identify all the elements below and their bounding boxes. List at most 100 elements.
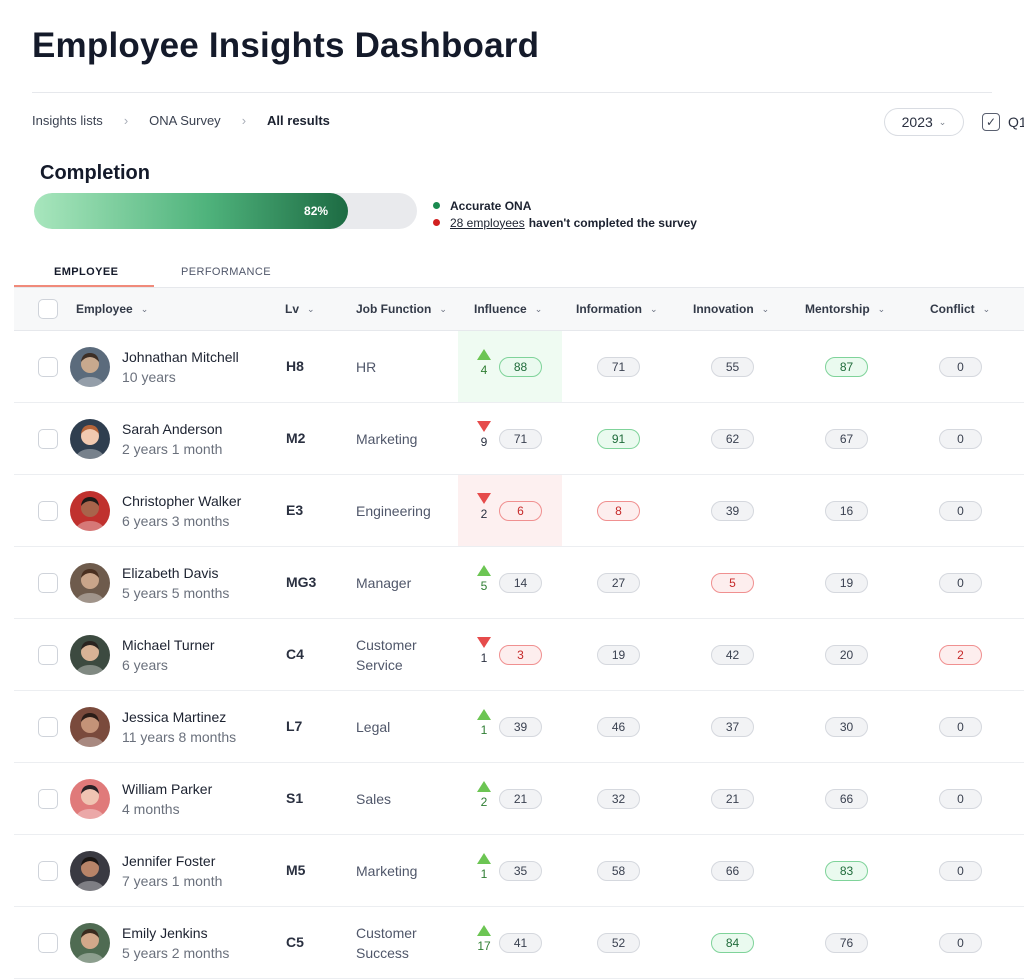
avatar xyxy=(70,635,110,675)
avatar xyxy=(70,491,110,531)
mentorship-score-badge: 30 xyxy=(825,717,868,737)
trend-change-value: 4 xyxy=(480,363,488,377)
innovation-score-badge: 5 xyxy=(711,573,754,593)
information-score-badge: 71 xyxy=(597,357,640,377)
employee-tenure: 10 years xyxy=(122,369,176,385)
legend-accurate: Accurate ONA xyxy=(433,197,697,214)
employee-level: E3 xyxy=(286,502,304,518)
select-all-checkbox[interactable] xyxy=(38,299,58,319)
influence-trend: 4 xyxy=(474,349,494,377)
influence-score-badge: 71 xyxy=(499,429,542,449)
employee-name[interactable]: Sarah Anderson xyxy=(122,421,223,437)
trend-up-icon xyxy=(477,781,491,792)
mentorship-score-badge: 83 xyxy=(825,861,868,881)
influence-trend: 1 xyxy=(474,709,494,737)
quarter-checkbox[interactable]: ✓ xyxy=(982,113,1000,131)
job-function: Customer Success xyxy=(356,925,417,961)
column-header-information[interactable]: Information ⌄ xyxy=(576,302,658,316)
table-header: Employee ⌄ Lv ⌄ Job Function ⌄ Influence ⌄ I… xyxy=(14,288,1024,331)
completion-percent: 82% xyxy=(304,204,329,218)
table-row[interactable]: Elizabeth Davis 5 years 5 months MG3 Manage… xyxy=(14,547,1024,619)
trend-change-value: 1 xyxy=(480,723,488,737)
trend-change-value: 2 xyxy=(480,795,488,809)
table-row[interactable]: Jennifer Foster 7 years 1 month M5 Marketin… xyxy=(14,835,1024,907)
row-checkbox[interactable] xyxy=(38,429,58,449)
employee-name[interactable]: William Parker xyxy=(122,781,213,797)
table-row[interactable]: Emily Jenkins 5 years 2 months C5 Customer … xyxy=(14,907,1024,979)
year-select-value: 2023 xyxy=(901,114,933,130)
employee-level: M2 xyxy=(286,430,306,446)
tab-performance[interactable]: PERFORMANCE xyxy=(181,266,271,278)
employee-name[interactable]: Jessica Martinez xyxy=(122,709,227,725)
column-header-innovation[interactable]: Innovation ⌄ xyxy=(693,302,769,316)
column-header-employee[interactable]: Employee ⌄ xyxy=(76,302,148,316)
column-header-lv[interactable]: Lv ⌄ xyxy=(285,302,315,316)
trend-change-value: 9 xyxy=(480,435,488,449)
chevron-down-icon: ⌄ xyxy=(534,303,543,314)
employee-name[interactable]: Christopher Walker xyxy=(122,493,242,509)
innovation-score-badge: 66 xyxy=(711,861,754,881)
employee-name[interactable]: Elizabeth Davis xyxy=(122,565,219,581)
employee-name[interactable]: Johnathan Mitchell xyxy=(122,349,239,365)
table-row[interactable]: Johnathan Mitchell 10 years H8 HR 4 88 71 55 87 0 xyxy=(14,331,1024,403)
incomplete-employees-link[interactable]: 28 employees xyxy=(450,215,525,230)
breadcrumb-ona-survey[interactable]: ONA Survey xyxy=(149,113,221,128)
breadcrumb-insights-lists[interactable]: Insights lists xyxy=(32,113,103,128)
column-header-influence[interactable]: Influence ⌄ xyxy=(474,302,542,316)
information-score-badge: 46 xyxy=(597,717,640,737)
employee-tenure: 11 years 8 months xyxy=(122,729,237,745)
influence-score-badge: 6 xyxy=(499,501,542,521)
mentorship-score-badge: 67 xyxy=(825,429,868,449)
green-dot-icon xyxy=(433,202,440,209)
breadcrumb-all-results: All results xyxy=(267,113,330,128)
avatar xyxy=(70,707,110,747)
avatar xyxy=(70,563,110,603)
column-header-mentorship[interactable]: Mentorship ⌄ xyxy=(805,302,885,316)
view-tabs: EMPLOYEE PERFORMANCE xyxy=(14,263,1024,288)
table-row[interactable]: Christopher Walker 6 years 3 months E3 Engi… xyxy=(14,475,1024,547)
column-header-label: Innovation xyxy=(693,302,754,316)
employee-name[interactable]: Michael Turner xyxy=(122,637,215,653)
employee-name[interactable]: Jennifer Foster xyxy=(122,853,216,869)
table-row[interactable]: William Parker 4 months S1 Sales 2 21 32 21 66 0 xyxy=(14,763,1024,835)
column-header-job-function[interactable]: Job Function ⌄ xyxy=(356,302,447,316)
job-function: Marketing xyxy=(356,431,418,447)
information-score-badge: 27 xyxy=(597,573,640,593)
row-checkbox[interactable] xyxy=(38,861,58,881)
employee-name[interactable]: Emily Jenkins xyxy=(122,925,208,941)
conflict-score-badge: 0 xyxy=(939,861,982,881)
row-checkbox[interactable] xyxy=(38,789,58,809)
mentorship-score-badge: 19 xyxy=(825,573,868,593)
employee-tenure: 5 years 5 months xyxy=(122,585,230,601)
year-select[interactable]: 2023 ⌄ xyxy=(884,108,964,136)
row-checkbox[interactable] xyxy=(38,933,58,953)
page-title: Employee Insights Dashboard xyxy=(32,26,540,65)
row-checkbox[interactable] xyxy=(38,501,58,521)
row-checkbox[interactable] xyxy=(38,573,58,593)
conflict-score-badge: 0 xyxy=(939,357,982,377)
row-checkbox[interactable] xyxy=(38,357,58,377)
conflict-score-badge: 0 xyxy=(939,501,982,521)
mentorship-score-badge: 87 xyxy=(825,357,868,377)
column-header-conflict[interactable]: Conflict ⌄ xyxy=(930,302,990,316)
influence-trend: 17 xyxy=(474,925,494,953)
influence-trend: 1 xyxy=(474,853,494,881)
job-function: Manager xyxy=(356,575,412,591)
employee-level: MG3 xyxy=(286,574,317,590)
tab-employee[interactable]: EMPLOYEE xyxy=(54,266,119,278)
legend-incomplete: 28 employees haven't completed the surve… xyxy=(433,214,697,231)
employee-tenure: 6 years xyxy=(122,657,168,673)
row-checkbox[interactable] xyxy=(38,717,58,737)
table-row[interactable]: Sarah Anderson 2 years 1 month M2 Marketing… xyxy=(14,403,1024,475)
job-function: Marketing xyxy=(356,863,418,879)
quarter-label: Q1 xyxy=(1008,114,1024,130)
chevron-down-icon: ⌄ xyxy=(140,303,149,314)
job-function: HR xyxy=(356,359,377,375)
conflict-score-badge: 2 xyxy=(939,645,982,665)
trend-change-value: 17 xyxy=(477,939,491,953)
table-row[interactable]: Jessica Martinez 11 years 8 months L7 Legal… xyxy=(14,691,1024,763)
chevron-down-icon: ⌄ xyxy=(761,303,770,314)
mentorship-score-badge: 20 xyxy=(825,645,868,665)
table-row[interactable]: Michael Turner 6 years C4 Customer Service 1… xyxy=(14,619,1024,691)
row-checkbox[interactable] xyxy=(38,645,58,665)
